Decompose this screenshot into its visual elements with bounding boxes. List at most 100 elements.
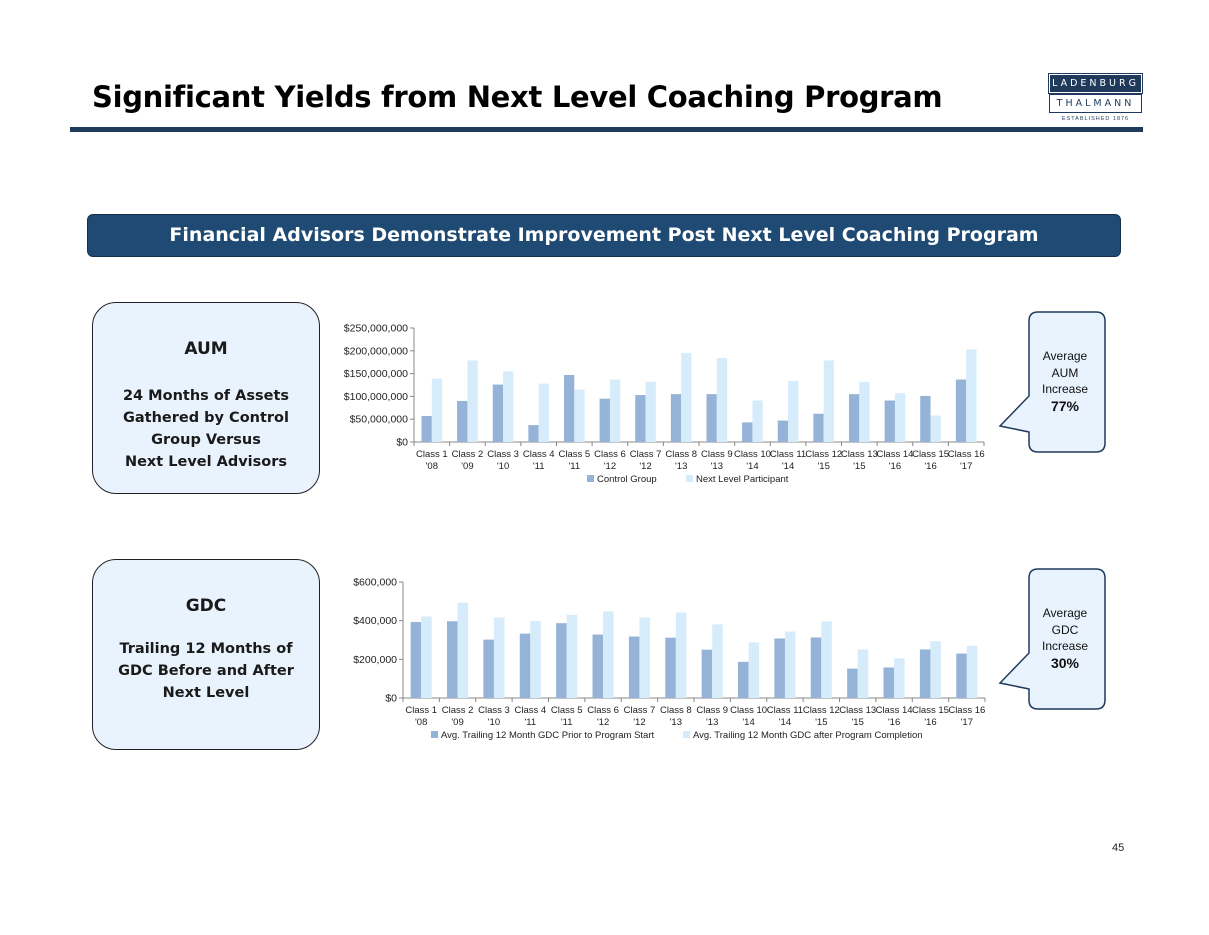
aum-x-tick-label: Class 3	[487, 449, 519, 460]
gdc-bar-series2	[639, 617, 650, 698]
gdc-bar-series1	[410, 622, 422, 698]
aum-x-tick-year: '10	[497, 461, 509, 472]
gdc-x-tick-year: '08	[415, 717, 427, 728]
gdc-callout-line-2: GDC	[1051, 622, 1079, 637]
gdc-legend-label: Avg. Trailing 12 Month GDC after Program…	[693, 730, 923, 741]
aum-callout-shape	[998, 311, 1106, 453]
page-number: 45	[1112, 842, 1125, 854]
aum-x-tick-label: Class 6	[594, 449, 626, 460]
aum-x-tick-year: '13	[675, 461, 687, 472]
aum-info-box: AUM 24 Months of Assets Gathered by Cont…	[92, 302, 320, 494]
gdc-x-tick-year: '17	[961, 717, 973, 728]
aum-x-tick-year: '17	[960, 461, 972, 472]
aum-x-tick-year: '09	[461, 461, 473, 472]
gdc-bar-series2	[784, 631, 796, 698]
gdc-y-tick-label: $200,000	[353, 654, 397, 666]
gdc-legend-swatch	[431, 731, 438, 738]
gdc-x-tick-year: '13	[706, 717, 718, 728]
gdc-x-tick-label: Class 2	[442, 705, 474, 716]
gdc-x-tick-label: Class 6	[587, 705, 619, 716]
aum-bar-series1	[528, 425, 539, 442]
gdc-legend-swatch	[683, 731, 690, 738]
gdc-bar-series2	[894, 658, 905, 698]
gdc-x-tick-year: '09	[451, 717, 463, 728]
aum-y-tick-label: $0	[396, 437, 408, 449]
gdc-x-tick-label: Class 16	[948, 705, 985, 716]
gdc-bar-series2	[857, 649, 869, 698]
aum-x-tick-year: '14	[746, 461, 758, 472]
aum-x-tick-label: Class 10	[734, 449, 771, 460]
aum-x-tick-label: Class 1	[416, 449, 448, 460]
aum-x-tick-year: '15	[853, 461, 865, 472]
aum-bar-series1	[492, 384, 504, 442]
gdc-x-tick-label: Class 3	[478, 705, 510, 716]
gdc-x-tick-year: '15	[851, 717, 863, 728]
gdc-callout-line-1: Average	[1042, 606, 1088, 620]
aum-bar-series1	[955, 379, 967, 442]
gdc-y-tick-label: $600,000	[353, 577, 397, 589]
gdc-x-tick-label: Class 7	[624, 705, 656, 716]
gdc-box-description: Trailing 12 Months of GDC Before and Aft…	[118, 641, 294, 701]
aum-y-tick-label: $200,000,000	[344, 345, 408, 357]
gdc-x-tick-label: Class 5	[551, 705, 583, 716]
gdc-bar-series1	[919, 649, 931, 698]
gdc-x-tick-label: Class 12	[803, 705, 840, 716]
aum-x-tick-year: '12	[604, 461, 616, 472]
aum-legend-swatch	[587, 475, 594, 482]
gdc-x-tick-label: Class 8	[660, 705, 692, 716]
gdc-bar-series2	[712, 624, 723, 698]
title-divider	[70, 127, 1143, 132]
aum-bar-series1	[599, 398, 610, 442]
aum-bar-series2	[431, 378, 443, 442]
aum-x-tick-year: '16	[924, 461, 936, 472]
aum-x-tick-label: Class 14	[876, 449, 913, 460]
gdc-bar-series2	[603, 611, 614, 698]
aum-bar-series2	[823, 360, 835, 442]
gdc-x-tick-year: '13	[670, 717, 682, 728]
aum-bar-series1	[421, 416, 432, 442]
aum-bar-chart: $0 $50,000,000 $100,000,000 $150,000,000 $20…	[344, 323, 985, 486]
gdc-bar-series2	[821, 621, 832, 698]
gdc-info-box: GDC Trailing 12 Months of GDC Before and…	[92, 559, 320, 750]
aum-callout-text: Average AUM Increase 77%	[1028, 348, 1102, 414]
gdc-x-tick-label: Class 9	[696, 705, 728, 716]
gdc-bar-series2	[421, 616, 432, 698]
aum-bar-series2	[752, 400, 763, 442]
gdc-bar-series1	[556, 623, 567, 698]
gdc-bar-series1	[883, 667, 895, 698]
gdc-bar-series2	[493, 617, 505, 698]
section-banner: Financial Advisors Demonstrate Improveme…	[87, 214, 1121, 257]
logo-established: ESTABLISHED 1876	[1061, 116, 1130, 122]
gdc-x-tick-label: Class 1	[405, 705, 437, 716]
gdc-x-tick-year: '12	[633, 717, 645, 728]
aum-x-tick-year: '08	[426, 461, 438, 472]
gdc-bar-series2	[675, 612, 687, 698]
gdc-x-tick-year: '11	[561, 717, 573, 728]
gdc-x-tick-label: Class 11	[767, 705, 803, 716]
gdc-x-tick-year: '14	[779, 717, 791, 728]
gdc-bar-series1	[738, 661, 749, 698]
aum-bar-series2	[503, 371, 514, 442]
aum-x-tick-label: Class 11	[770, 449, 806, 460]
gdc-bar-series1	[628, 636, 640, 698]
gdc-callout-text: Average GDC Increase 30%	[1028, 605, 1102, 671]
aum-x-tick-year: '12	[639, 461, 651, 472]
aum-x-tick-year: '15	[817, 461, 829, 472]
gdc-bar-series1	[701, 649, 713, 698]
gdc-bar-series2	[930, 641, 941, 698]
gdc-callout-value: 30%	[1050, 654, 1080, 671]
aum-bar-series2	[574, 389, 585, 442]
gdc-y-tick-label: $0	[385, 693, 397, 705]
gdc-bar-series1	[592, 634, 604, 698]
gdc-bar-series2	[966, 645, 978, 698]
gdc-x-tick-year: '10	[488, 717, 500, 728]
aum-box-title: AUM	[184, 339, 228, 359]
aum-bar-series1	[813, 413, 824, 442]
gdc-x-tick-label: Class 13	[839, 705, 876, 716]
gdc-x-tick-label: Class 4	[514, 705, 546, 716]
gdc-bar-chart: $0 $200,000 $400,000 $600,000 Class 1'08 Clas…	[353, 577, 986, 741]
gdc-x-tick-label: Class 15	[912, 705, 949, 716]
gdc-bar-series1	[483, 639, 494, 698]
aum-x-tick-label: Class 15	[912, 449, 949, 460]
aum-bar-series2	[609, 379, 621, 442]
